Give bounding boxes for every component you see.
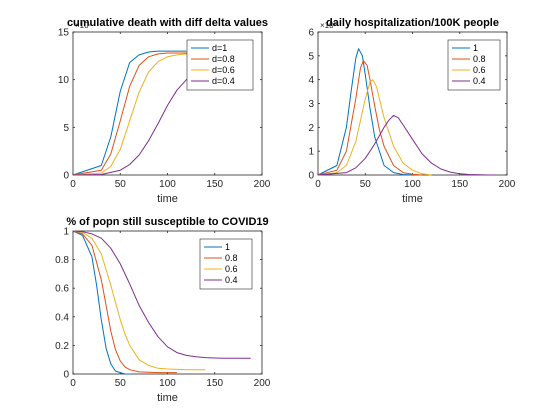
chart-title: daily hospitalization/100K people bbox=[326, 17, 499, 29]
chart-title: % of popn still susceptible to COVID19 bbox=[66, 216, 268, 228]
y-tick-label: 4 bbox=[308, 75, 314, 86]
series-line-2 bbox=[72, 53, 206, 176]
y-tick-label: 6 bbox=[308, 28, 314, 39]
y-tick-label: 1 bbox=[63, 227, 69, 238]
x-tick-label: 150 bbox=[206, 179, 223, 190]
series-line-0 bbox=[72, 50, 187, 176]
y-tick-label: 0 bbox=[63, 171, 69, 182]
x-tick-label: 200 bbox=[254, 378, 271, 389]
axis-exponent-label: ×10⁴ bbox=[320, 21, 338, 30]
y-tick-label: 15 bbox=[58, 28, 70, 39]
legend-label: 0.6 bbox=[225, 264, 238, 274]
legend-label: d=0.4 bbox=[212, 76, 235, 86]
x-tick-label: 50 bbox=[360, 179, 372, 190]
y-tick-label: 5 bbox=[308, 51, 314, 62]
y-tick-label: 3 bbox=[308, 99, 314, 110]
legend-label: 0.8 bbox=[225, 253, 238, 263]
y-tick-label: 2 bbox=[308, 123, 314, 134]
y-tick-label: 0 bbox=[63, 370, 69, 381]
series-line-1 bbox=[317, 60, 422, 176]
series-line-1 bbox=[72, 52, 196, 176]
x-tick-label: 100 bbox=[159, 378, 176, 389]
x-tick-label: 200 bbox=[254, 179, 271, 190]
y-tick-label: 10 bbox=[58, 75, 70, 86]
legend-label: 1 bbox=[473, 43, 478, 53]
legend-label: 0.8 bbox=[473, 54, 486, 64]
x-tick-label: 150 bbox=[206, 378, 223, 389]
y-tick-label: 0.8 bbox=[55, 255, 69, 266]
legend-label: 0.6 bbox=[473, 65, 486, 75]
x-tick-label: 0 bbox=[315, 179, 321, 190]
legend-label: d=1 bbox=[212, 43, 227, 53]
legend-label: d=0.6 bbox=[212, 65, 235, 75]
x-axis-label: time bbox=[402, 193, 423, 205]
x-tick-label: 50 bbox=[115, 179, 127, 190]
x-tick-label: 200 bbox=[499, 179, 516, 190]
x-axis-label: time bbox=[157, 392, 178, 404]
x-tick-label: 100 bbox=[404, 179, 421, 190]
x-tick-label: 50 bbox=[115, 378, 127, 389]
series-line-0 bbox=[317, 48, 413, 176]
x-tick-label: 150 bbox=[451, 179, 468, 190]
series-line-0 bbox=[72, 230, 130, 375]
series-line-3 bbox=[317, 114, 496, 176]
legend: d=1d=0.8d=0.6d=0.4 bbox=[186, 39, 254, 91]
y-tick-label: 0.2 bbox=[55, 341, 69, 352]
y-tick-label: 1 bbox=[308, 147, 314, 158]
legend-label: d=0.8 bbox=[212, 54, 235, 64]
series-line-1 bbox=[72, 230, 177, 374]
series-line-3 bbox=[72, 230, 251, 359]
x-tick-label: 100 bbox=[159, 179, 176, 190]
x-tick-label: 0 bbox=[70, 378, 76, 389]
y-tick-label: 0 bbox=[308, 171, 314, 182]
legend: 10.80.60.4 bbox=[447, 39, 501, 91]
chart-title: cumulative death with diff delta values bbox=[67, 17, 268, 29]
axis-exponent-label: ×10⁴ bbox=[75, 21, 93, 30]
legend-label: 0.4 bbox=[225, 275, 238, 285]
legend-label: 0.4 bbox=[473, 76, 486, 86]
legend-label: 1 bbox=[225, 242, 230, 252]
x-axis-label: time bbox=[157, 193, 178, 205]
series-line-2 bbox=[72, 230, 206, 371]
y-tick-label: 0.4 bbox=[55, 312, 69, 323]
legend: 10.80.60.4 bbox=[199, 238, 253, 290]
series-line-2 bbox=[317, 79, 432, 176]
y-tick-label: 0.6 bbox=[55, 284, 69, 295]
x-tick-label: 0 bbox=[70, 179, 76, 190]
y-tick-label: 5 bbox=[63, 123, 69, 134]
